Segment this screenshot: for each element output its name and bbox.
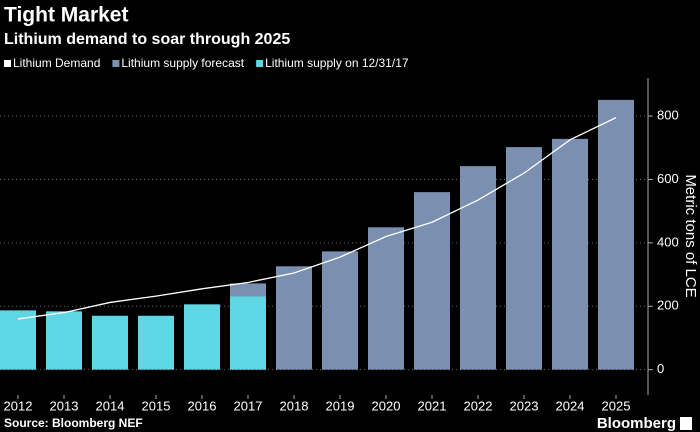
chart-title: Tight Market: [4, 4, 128, 27]
y-axis-label: Metric tons of LCE: [682, 174, 699, 297]
legend-label: Lithium supply on 12/31/17: [265, 56, 409, 70]
bar: [322, 251, 358, 370]
bar: [506, 147, 542, 370]
y-tick-label: 200: [657, 298, 679, 313]
x-tick-label: 2024: [556, 398, 585, 413]
bar: [368, 227, 404, 370]
bar: [276, 266, 312, 370]
y-tick-label: 0: [657, 361, 664, 376]
x-tick-label: 2017: [234, 398, 263, 413]
x-tick-label: 2015: [142, 398, 171, 413]
x-tick-label: 2012: [4, 398, 33, 413]
bar: [0, 310, 36, 370]
x-tick-label: 2019: [326, 398, 355, 413]
legend-swatch: [256, 60, 264, 67]
x-tick-label: 2018: [280, 398, 309, 413]
bar: [46, 311, 82, 370]
x-tick-label: 2023: [510, 398, 539, 413]
x-tick-label: 2014: [96, 398, 125, 413]
brand: Bloomberg: [597, 415, 676, 432]
legend-swatch: [112, 60, 120, 67]
legend-label: Lithium Demand: [13, 56, 100, 70]
x-tick-label: 2020: [372, 398, 401, 413]
source: Source: Bloomberg NEF: [4, 416, 143, 430]
x-tick-label: 2016: [188, 398, 217, 413]
bar: [138, 315, 174, 370]
bar: [184, 304, 220, 370]
y-tick-label: 800: [657, 107, 679, 122]
chart-subtitle: Lithium demand to soar through 2025: [4, 31, 290, 48]
line: [17, 117, 617, 320]
brand-icon: [680, 417, 692, 430]
y-tick-label: 600: [657, 171, 679, 186]
legend-swatch: [4, 60, 11, 67]
x-tick-label: 2013: [50, 398, 79, 413]
bar: [414, 192, 450, 370]
bar: [460, 166, 496, 370]
bar: [598, 99, 634, 370]
legend-label: Lithium supply forecast: [121, 56, 244, 70]
bar: [92, 315, 128, 370]
y-tick-label: 400: [657, 234, 679, 249]
bar: [230, 296, 266, 370]
bar: [552, 138, 588, 370]
x-tick-label: 2022: [464, 398, 493, 413]
x-tick-label: 2025: [602, 398, 631, 413]
x-tick-label: 2021: [418, 398, 447, 413]
